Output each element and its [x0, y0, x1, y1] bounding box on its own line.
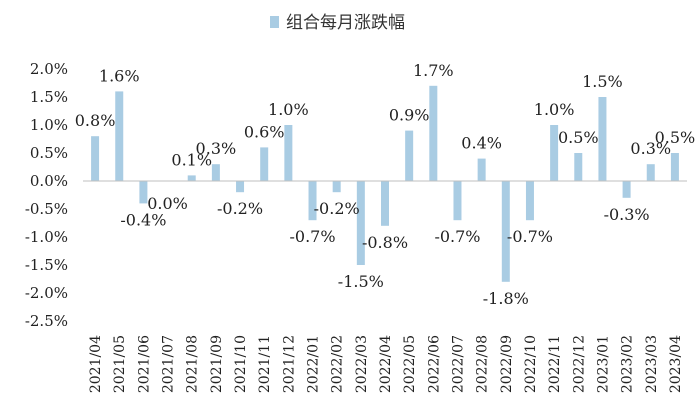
x-tick-label: 2022/05: [402, 335, 418, 393]
x-tick-label: 2022/08: [475, 335, 491, 393]
y-tick-label: -0.5%: [25, 200, 68, 218]
bar: [405, 130, 414, 181]
bar: [646, 164, 655, 181]
bar: [260, 147, 269, 181]
data-label: -1.5%: [338, 272, 384, 291]
data-label: 0.1%: [171, 150, 212, 169]
data-label: -0.3%: [604, 205, 650, 224]
x-tick-label: 2021/07: [161, 335, 177, 393]
bar: [574, 153, 583, 181]
data-label: 0.4%: [461, 134, 502, 153]
bar: [598, 97, 607, 181]
x-tick-label: 2021/12: [281, 335, 297, 393]
bar: [115, 91, 124, 181]
data-label: 1.0%: [534, 100, 575, 119]
data-label: 0.5%: [558, 128, 599, 147]
bar: [356, 181, 365, 265]
x-tick-label: 2022/06: [426, 335, 442, 393]
bar: [139, 181, 148, 204]
data-label: 1.6%: [99, 66, 140, 85]
data-label: -0.4%: [120, 210, 166, 229]
bar: [236, 181, 245, 193]
y-tick-label: 1.5%: [30, 88, 68, 106]
x-tick-label: 2022/11: [547, 335, 563, 393]
x-tick-label: 2022/03: [354, 335, 370, 393]
bar: [453, 181, 462, 221]
bar: [477, 158, 486, 181]
x-tick-label: 2023/01: [595, 335, 611, 393]
x-tick-label: 2021/10: [233, 335, 249, 393]
data-label: 0.8%: [75, 111, 116, 130]
data-label: -0.2%: [314, 199, 360, 218]
bar: [525, 181, 534, 221]
x-tick-label: 2022/01: [306, 335, 322, 393]
data-label: -0.7%: [434, 227, 480, 246]
y-tick-label: 2.0%: [30, 60, 68, 78]
x-tick-label: 2021/04: [88, 335, 104, 393]
data-label: 1.7%: [413, 61, 454, 80]
x-tick-label: 2023/02: [620, 335, 636, 393]
x-tick-label: 2022/04: [378, 335, 394, 393]
bar: [622, 181, 631, 198]
x-tick-label: 2021/05: [112, 335, 128, 393]
data-label: 0.3%: [196, 139, 237, 158]
chart-legend: 组合每月涨跌幅: [270, 13, 405, 33]
data-label: 1.0%: [268, 100, 309, 119]
data-label: -0.7%: [289, 227, 335, 246]
y-tick-label: 1.0%: [30, 116, 68, 134]
data-label: -0.8%: [362, 233, 408, 252]
x-tick-label: 2021/11: [257, 335, 273, 393]
bar: [187, 175, 196, 181]
bar-series: [91, 85, 679, 282]
x-tick-label: 2023/03: [644, 335, 660, 393]
x-tick-label: 2022/10: [523, 335, 539, 393]
y-tick-label: 0.0%: [30, 172, 68, 190]
bar: [284, 125, 293, 181]
bar: [501, 181, 510, 282]
bar: [91, 136, 100, 181]
data-labels: 0.8%1.6%-0.4%0.0%0.1%0.3%-0.2%0.6%1.0%-0…: [75, 61, 695, 308]
x-tick-label: 2021/09: [209, 335, 225, 393]
y-tick-label: 0.5%: [30, 144, 68, 162]
x-axis: 2021/04 2021/05 2021/06 2021/07 2021/08 2021/…: [88, 335, 684, 393]
data-label: -1.8%: [483, 289, 529, 308]
y-axis: 2.0% 1.5% 1.0% 0.5% 0.0% -0.5% -1.0% -1.5% -2.0%…: [25, 60, 68, 330]
x-tick-label: 2023/04: [668, 335, 684, 393]
bar: [211, 164, 220, 181]
bar: [550, 125, 559, 181]
data-label: 0.5%: [655, 128, 696, 147]
bar: [381, 181, 389, 226]
data-label: 0.3%: [630, 139, 671, 158]
legend-swatch: [270, 16, 279, 28]
y-tick-label: -1.0%: [25, 228, 68, 246]
bar: [670, 153, 679, 181]
x-tick-label: 2022/12: [571, 335, 587, 393]
y-tick-label: -2.0%: [25, 284, 68, 302]
x-tick-label: 2021/06: [136, 335, 152, 393]
data-label: 0.9%: [389, 106, 430, 125]
x-tick-label: 2021/08: [185, 335, 201, 393]
y-tick-label: -1.5%: [25, 256, 68, 274]
data-label: -0.7%: [507, 227, 553, 246]
legend-label: 组合每月涨跌幅: [286, 13, 405, 33]
bar: [332, 181, 341, 193]
data-label: -0.2%: [217, 199, 263, 218]
x-tick-label: 2022/09: [499, 335, 515, 393]
bar: [429, 85, 438, 181]
bar: [308, 181, 317, 221]
y-tick-label: -2.5%: [25, 312, 68, 330]
data-label: 1.5%: [582, 72, 623, 91]
x-tick-label: 2022/07: [450, 335, 466, 393]
data-label: 0.0%: [147, 194, 188, 213]
x-tick-label: 2022/02: [330, 335, 346, 393]
data-label: 0.6%: [244, 122, 285, 141]
